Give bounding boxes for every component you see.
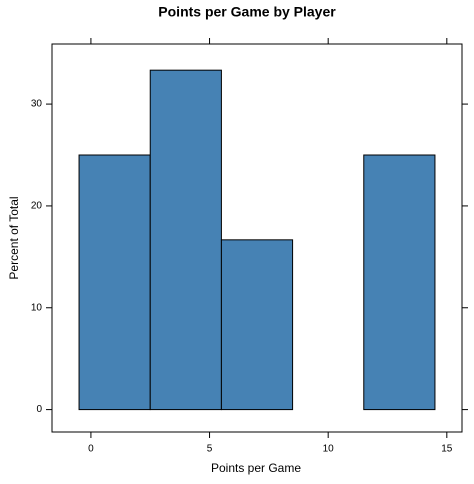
plot-frame (51, 43, 463, 433)
y-tick-label: 0 (36, 404, 42, 415)
y-tick-label: 10 (31, 302, 43, 313)
x-tick-label: 5 (207, 444, 213, 455)
x-tick-label: 10 (323, 444, 335, 455)
x-tick-label: 15 (441, 444, 453, 455)
y-tick-label: 30 (31, 99, 43, 110)
x-axis-label: Points per Game (211, 461, 301, 475)
x-tick-label: 0 (88, 444, 94, 455)
y-tick-label: 20 (31, 201, 43, 212)
bar (363, 154, 436, 411)
chart-title: Points per Game by Player (158, 4, 336, 20)
bar (149, 69, 222, 411)
y-axis-label: Percent of Total (7, 196, 21, 279)
bar (78, 154, 151, 411)
bar (220, 239, 294, 411)
